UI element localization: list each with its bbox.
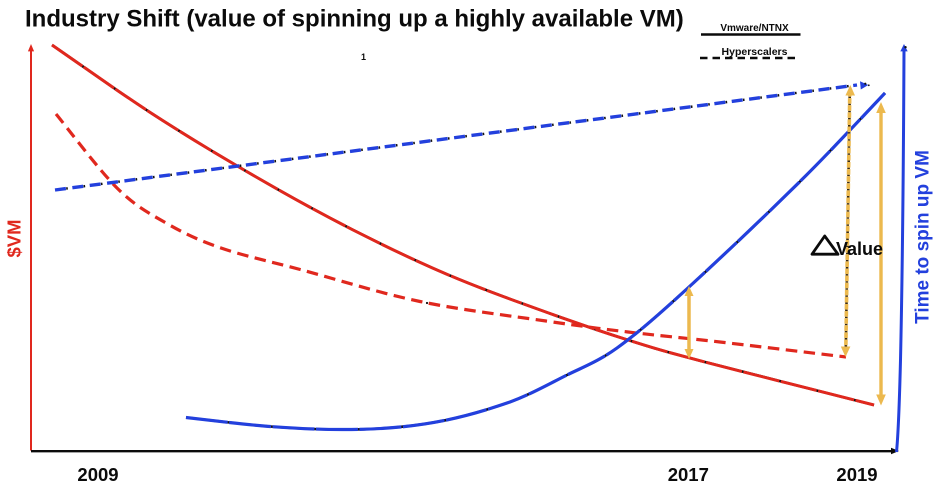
svg-text:Vmware/NTNX: Vmware/NTNX — [720, 23, 789, 34]
svg-text:Industry Shift (value of spinn: Industry Shift (value of spinning up a h… — [25, 6, 684, 33]
svg-text:2019: 2019 — [836, 464, 877, 485]
svg-text:Time to spin up VM: Time to spin up VM — [913, 150, 934, 324]
svg-text:2009: 2009 — [77, 464, 118, 485]
svg-text:$VM: $VM — [4, 219, 25, 257]
svg-text:Hyperscalers: Hyperscalers — [722, 46, 788, 58]
svg-text:2017: 2017 — [668, 464, 709, 485]
svg-text:1: 1 — [361, 52, 366, 62]
svg-text:Value: Value — [836, 239, 883, 259]
